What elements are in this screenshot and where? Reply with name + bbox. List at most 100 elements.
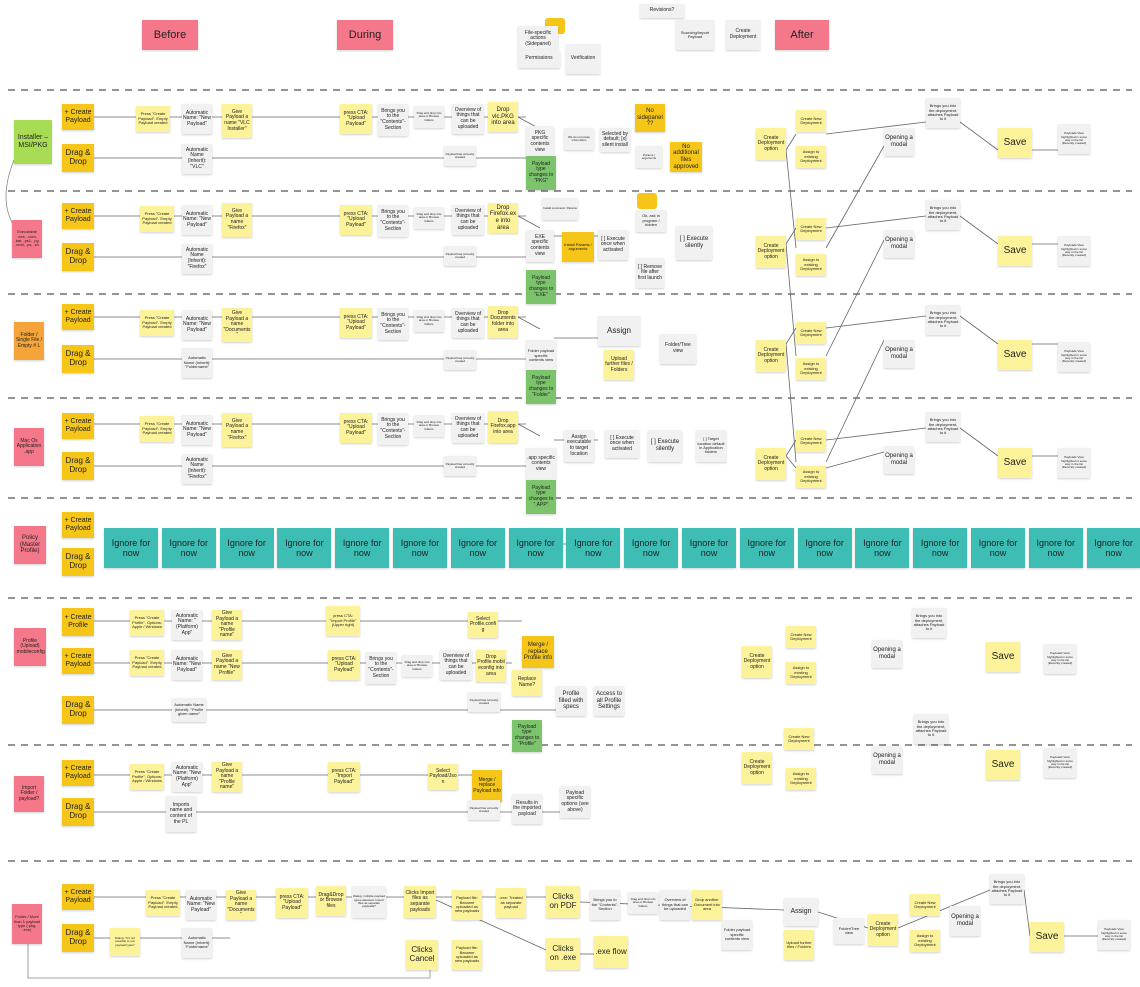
sticky-note: Create New Deployment (796, 322, 826, 344)
sticky-note: Drag & Drop (62, 345, 94, 373)
sticky-note: Folder / More than 1 payload type (.pkg,… (12, 904, 42, 944)
sticky-note: Save (998, 340, 1032, 370)
sticky-note: Press "Create Payload". Empty Payload cr… (146, 890, 180, 916)
sticky-note: Drop Documents folder into area (488, 306, 518, 338)
sticky-note: Assign (598, 316, 640, 346)
sticky-note: Brings you into the deployment, attaches… (914, 714, 948, 744)
sticky-note: Merge / replace Profile info (522, 636, 554, 668)
sticky-note: Payload type changes to "Profile" (512, 720, 542, 752)
sticky-note: press CTA: "Import Profile" (Upper right… (326, 606, 360, 636)
sticky-note: Drag and drop into area or Browse folder… (628, 892, 658, 914)
connector (825, 451, 885, 469)
sticky-note: Brings you into the deployment, attaches… (926, 305, 960, 335)
comment-icon (637, 193, 657, 209)
sticky-note: [ ] Remove file after first launch (636, 258, 664, 288)
sticky-note: Assign to existing Deployment (786, 768, 816, 790)
sticky-note: Clicks on .exe (546, 938, 580, 970)
sticky-note: Drag and drop into area or Browse folder… (414, 415, 444, 437)
sticky-note: Save (998, 236, 1032, 266)
sticky-note: Clicks Cancel (406, 940, 438, 970)
sticky-note: Payload has correctly created (444, 350, 476, 370)
sticky-note: Assign to existing Deployment (796, 254, 826, 276)
sticky-note: Payload type changes to "EXE" (526, 270, 556, 304)
sticky-note: Brings you into the deployment, attaches… (990, 874, 1024, 904)
sticky-note: Give Payload a name "Firefox" (222, 413, 252, 447)
sticky-note: Assign to existing Deployment (796, 146, 826, 168)
sticky-note: Drag & Drop (62, 798, 94, 826)
connector (785, 227, 797, 245)
sticky-note: Create Deployment option (756, 340, 786, 372)
sticky-note: Overview of things that can be uploaded (452, 413, 484, 443)
sticky-note: Imports name and content of the PL (166, 796, 196, 832)
sticky-note: Brings you to the "Contents"-Section (366, 652, 396, 684)
lane-separators (8, 89, 1132, 862)
connector (517, 423, 541, 437)
sticky-note: Ignore for now (277, 528, 332, 568)
sticky-note: Give Payload a name "Documents" (222, 308, 252, 342)
connector (785, 343, 797, 463)
sticky-note: Merge / replace Payload info (472, 770, 502, 802)
sticky-note: Mac Os Application .app (14, 428, 44, 466)
sticky-note: Profile filled with specs (556, 686, 586, 716)
sticky-note: Ignore for now (971, 528, 1025, 568)
sticky-note: Ignore for now (739, 528, 794, 568)
connector (959, 215, 999, 245)
sticky-note: Payload has correctly created (468, 800, 500, 820)
connector (825, 145, 885, 249)
sticky-note: Give Payload a name "Profile name" (212, 610, 242, 640)
sticky-note: Policy (Master Profile) (14, 526, 46, 564)
sticky-note: Create Deployment option (756, 236, 786, 268)
sticky-note: press CTA: "Import Payload" (328, 762, 360, 792)
sticky-note: Opening a modal (884, 128, 914, 156)
connector (897, 889, 991, 929)
sticky-note: Create Deployment option (756, 448, 786, 480)
sticky-note: Brings you to the "Contents"-Section (590, 890, 620, 920)
sticky-note: Drop another Document into area (692, 890, 722, 920)
sticky-note: Payload specific options (see above) (560, 786, 590, 818)
sticky-note: Ignore for now (1086, 528, 1140, 568)
sticky-note: Upload further files / Folders (604, 350, 634, 380)
sticky-note: Verification (566, 44, 600, 74)
sticky-note: Automatic Name: "New Payload" (182, 310, 212, 340)
sticky-note: Drag & Drop (62, 696, 94, 724)
sticky-note: Overview of things that can be uploaded (452, 104, 484, 134)
sticky-note: + Create Payload (62, 203, 94, 229)
sticky-note: Drag and drop into area or Browse folder… (402, 655, 432, 677)
sticky-note: Install Params / arguments (562, 232, 594, 262)
sticky-note: Ignore for now (450, 528, 505, 568)
sticky-note: press CTA: "Upload Payload" (340, 413, 372, 443)
sticky-note: Give Payload a name "Documents" (226, 890, 256, 920)
sticky-note: Replace Name? (512, 670, 542, 696)
connector (825, 121, 927, 135)
sticky-note: Brings you to the "Contents"-Section (378, 104, 408, 136)
connector (785, 439, 797, 457)
sticky-note: PKG specific contents view (526, 126, 554, 158)
sticky-note: Automatic Name: "New Payload" (182, 205, 212, 235)
sticky-note: Automatic Name: "New Payload" (182, 415, 212, 445)
sticky-note: Ignore for now (797, 528, 852, 568)
sticky-note: + Create Payload (62, 512, 94, 538)
sticky-note: Create New Deployment (784, 728, 814, 750)
connector (959, 121, 999, 151)
sticky-note: press CTA: "Upload Payload" (328, 650, 360, 680)
sticky-note: Profile (Upload) .mobileconfig (14, 628, 46, 666)
sticky-note: press CTA: "Upload Payload" (340, 104, 372, 134)
sticky-note: Ignore for now (161, 528, 216, 568)
sticky-note: Press "Create Payload". Empty Payload cr… (140, 416, 174, 442)
sticky-note: No sidepanel?? (635, 104, 665, 132)
sticky-note: Drag and drop into area or Browse folder… (414, 310, 444, 332)
sticky-note: .app specific contents view (526, 448, 556, 480)
sticky-note: Automatic Name (Inherit): "Profile given… (172, 698, 206, 722)
sticky-note: After (775, 20, 829, 50)
sticky-note: [ ] Execute once when activated (605, 430, 639, 458)
connector (825, 427, 927, 441)
sticky-note: Payload file: Became uploaded as new pay… (452, 940, 482, 970)
sticky-note: Brings you into the deployment, attaches… (912, 608, 946, 638)
sticky-note: Assign to existing Deployment (786, 662, 816, 684)
sticky-note: Overview of things that can be uploaded (660, 890, 690, 920)
sticky-note: Drag and drop into area or Browse folder… (414, 106, 444, 128)
sticky-note: [ ] Execute once when activated (598, 230, 628, 260)
sticky-note: Automatic Name (Inherit): "Firefox" (182, 454, 212, 484)
sticky-note: Drop Firefox.app into area (488, 411, 518, 443)
sticky-note: Automatic Name (Inherit): "VLC" (182, 144, 212, 174)
